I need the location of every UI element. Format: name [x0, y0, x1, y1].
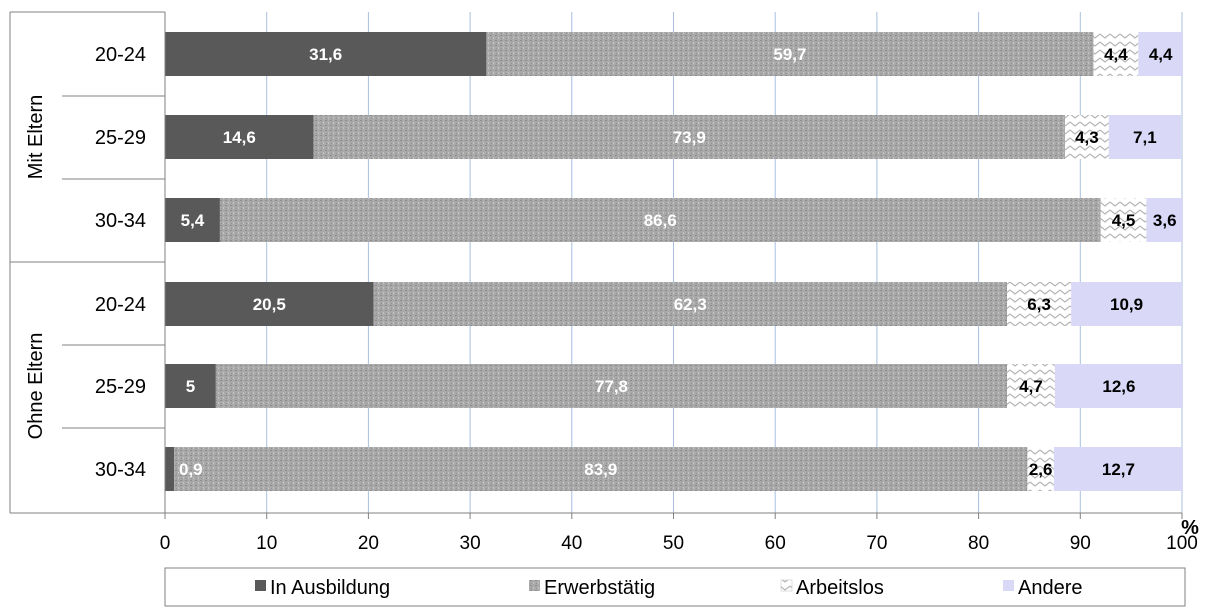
data-label: 10,9	[1110, 295, 1143, 314]
data-label: 3,6	[1153, 211, 1177, 230]
bar-segment	[165, 115, 314, 159]
category-label: 20-24	[95, 44, 146, 66]
data-label: 2,6	[1029, 460, 1053, 479]
data-label: 86,6	[644, 211, 677, 230]
data-label: 20,5	[253, 295, 286, 314]
data-label: 12,7	[1102, 460, 1135, 479]
bar-segment	[165, 32, 487, 76]
bar-segment	[219, 198, 1101, 242]
data-label: 0,9	[179, 460, 203, 479]
bar-segment	[1100, 198, 1147, 242]
legend: In Ausbildung Erwerbstätig Arbeitslos Ander…	[164, 567, 1186, 607]
legend-label: Erwerbstätig	[544, 577, 655, 599]
legend-label: In Ausbildung	[270, 577, 390, 599]
bar-segment	[165, 447, 175, 491]
legend-swatch	[1003, 580, 1014, 591]
data-label: 83,9	[584, 460, 617, 479]
data-label: 6,3	[1027, 295, 1051, 314]
bar-segment	[1138, 32, 1184, 76]
bar-segment	[165, 198, 220, 242]
legend-swatch	[780, 579, 793, 592]
data-label: 59,7	[773, 45, 806, 64]
data-label: 4,4	[1104, 45, 1128, 64]
data-label: 12,6	[1102, 377, 1135, 396]
x-tick-label: 100	[1166, 533, 1198, 554]
legend-label: Andere	[1018, 577, 1083, 599]
bar-segment	[1007, 282, 1072, 326]
bar-segment	[165, 282, 374, 326]
x-tick-label: 20	[358, 533, 379, 554]
category-label: 25-29	[95, 376, 146, 398]
group-label: Ohne Eltern	[25, 333, 47, 440]
category-label: 25-29	[95, 127, 146, 149]
data-label: 77,8	[595, 377, 628, 396]
x-tick-label: 50	[663, 533, 684, 554]
bars	[165, 32, 1184, 491]
bar-segment	[1007, 364, 1055, 408]
x-tick-label: 30	[460, 533, 481, 554]
x-tick-label: 60	[765, 533, 786, 554]
category-label: 30-34	[95, 459, 146, 481]
category-label: 20-24	[95, 294, 146, 316]
bar-segment	[1093, 32, 1139, 76]
bar-segment	[1053, 447, 1184, 491]
data-label: 4,3	[1075, 128, 1099, 147]
data-label: 5	[186, 377, 195, 396]
x-tick-label: 10	[256, 533, 277, 554]
bar-segment	[1146, 198, 1184, 242]
x-tick-label: 70	[866, 533, 887, 554]
data-label: 14,6	[223, 128, 256, 147]
bar-segment	[1071, 282, 1182, 326]
x-tick-label: 40	[561, 533, 582, 554]
legend-box	[164, 567, 1186, 607]
bar-segment	[1054, 364, 1184, 408]
data-label: 4,5	[1112, 211, 1136, 230]
category-label: 30-34	[95, 210, 146, 232]
data-label: 4,7	[1019, 377, 1043, 396]
gridlines	[266, 12, 1183, 513]
bar-segment	[174, 447, 1028, 491]
bar-segment	[313, 115, 1066, 159]
data-label: 7,1	[1133, 128, 1157, 147]
bar-segment	[1108, 115, 1181, 159]
axes	[9, 11, 1183, 519]
bar-segment	[373, 282, 1008, 326]
bar-segment	[165, 364, 216, 408]
bar-segment	[486, 32, 1094, 76]
x-tick-label: 0	[160, 533, 171, 554]
x-tick-label: 80	[968, 533, 989, 554]
data-label: 62,3	[674, 295, 707, 314]
x-axis-unit-label: %	[1181, 517, 1199, 539]
data-label: 31,6	[309, 45, 342, 64]
legend-swatch	[255, 580, 266, 591]
data-label: 4,4	[1149, 45, 1173, 64]
bar-segment	[1065, 115, 1109, 159]
data-label: 73,9	[673, 128, 706, 147]
labels: 0 10 20 30 40 50 60 70 80 90 100 31,6 59,7 4,4 4,4 14,6…	[25, 44, 1198, 554]
bar-segment	[1027, 447, 1054, 491]
data-label: 5,4	[181, 211, 205, 230]
x-tick-label: 90	[1070, 533, 1091, 554]
legend-swatch	[529, 580, 540, 591]
bar-segment	[215, 364, 1008, 408]
group-label: Mit Eltern	[25, 95, 47, 179]
legend-label: Arbeitslos	[796, 577, 884, 599]
